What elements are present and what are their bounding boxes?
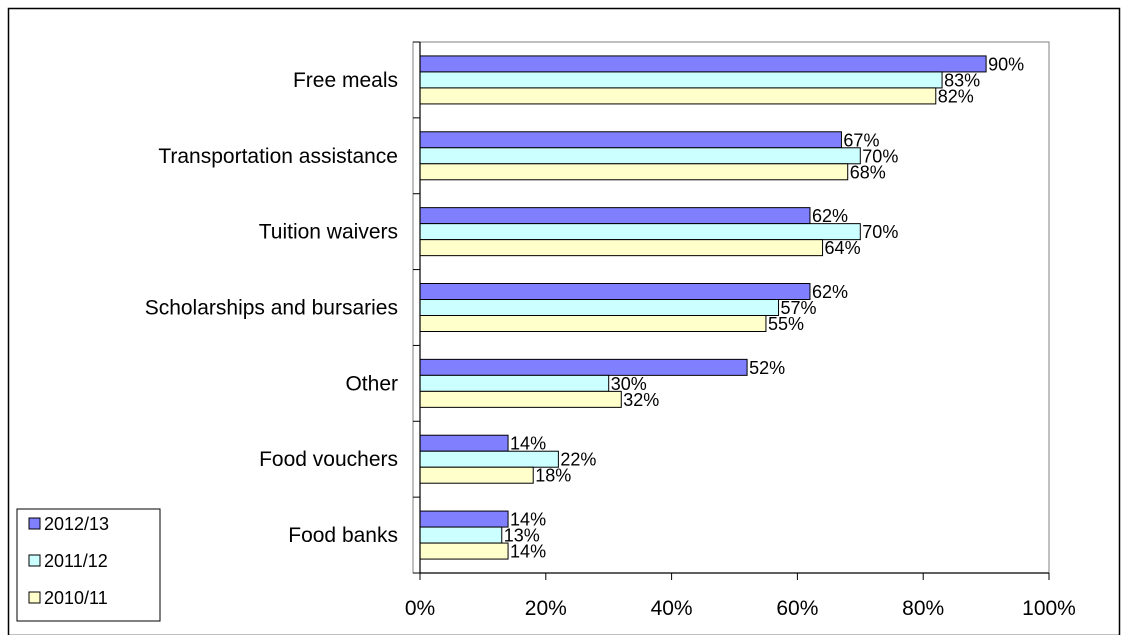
legend-label: 2012/13 (44, 514, 109, 534)
legend-swatch (28, 554, 41, 567)
bar (419, 542, 509, 560)
legend-swatch (28, 517, 41, 530)
data-label: 64% (825, 238, 861, 258)
data-label: 70% (862, 222, 898, 242)
x-tick-label: 80% (902, 597, 944, 620)
data-label: 62% (812, 206, 848, 226)
category-label: Tuition waivers (259, 221, 398, 244)
bar (419, 71, 943, 89)
bar (419, 434, 509, 452)
bar (419, 315, 767, 332)
bar (419, 131, 842, 149)
data-label: 90% (988, 54, 1024, 74)
category-label: Transportation assistance (158, 145, 398, 168)
x-tick-label: 40% (651, 597, 693, 620)
data-label: 14% (510, 542, 546, 562)
x-tick-label: 20% (525, 597, 567, 620)
bar (419, 55, 987, 73)
category-label: Other (345, 372, 398, 395)
axes-layer (413, 41, 1050, 580)
legend-swatch (28, 591, 41, 604)
category-label: Food vouchers (259, 448, 398, 471)
data-label: 82% (938, 86, 974, 106)
data-label: 13% (504, 526, 540, 546)
data-label: 83% (944, 70, 980, 90)
labels-layer: 90%83%82%Free meals67%70%68%Transportati… (145, 54, 1076, 620)
category-label: Scholarships and bursaries (145, 297, 398, 320)
x-tick-label: 0% (405, 597, 435, 620)
data-label: 32% (623, 390, 659, 410)
data-label: 57% (781, 298, 817, 318)
legend-label: 2010/11 (44, 588, 108, 608)
bars-layer (419, 55, 987, 560)
bar (419, 526, 503, 544)
legend-box (16, 508, 161, 622)
bar (419, 147, 861, 165)
data-label: 55% (768, 314, 804, 334)
legend-label: 2011/12 (44, 551, 108, 571)
bar (419, 87, 937, 105)
bar (419, 510, 509, 528)
legend: 2012/13 2011/12 2010/11 (16, 508, 161, 622)
x-tick-label: 60% (776, 597, 818, 620)
bar (419, 207, 811, 225)
bar (419, 223, 861, 241)
data-label: 18% (535, 466, 571, 486)
bar (419, 466, 534, 484)
data-label: 67% (843, 130, 879, 150)
x-tick-label: 100% (1022, 597, 1076, 620)
bar (419, 283, 811, 300)
data-label: 68% (850, 162, 886, 182)
bar (419, 299, 780, 316)
data-label: 30% (611, 374, 647, 394)
data-label: 52% (749, 358, 785, 378)
data-label: 70% (862, 146, 898, 166)
data-label: 62% (812, 282, 848, 302)
bar (419, 358, 748, 376)
bar (419, 163, 849, 181)
data-label: 14% (510, 434, 546, 454)
bar (419, 239, 824, 257)
data-label: 14% (510, 510, 546, 530)
bar (419, 374, 610, 392)
category-label: Food banks (288, 524, 398, 547)
bar (419, 390, 622, 408)
data-label: 22% (560, 450, 596, 470)
category-label: Free meals (293, 69, 398, 92)
